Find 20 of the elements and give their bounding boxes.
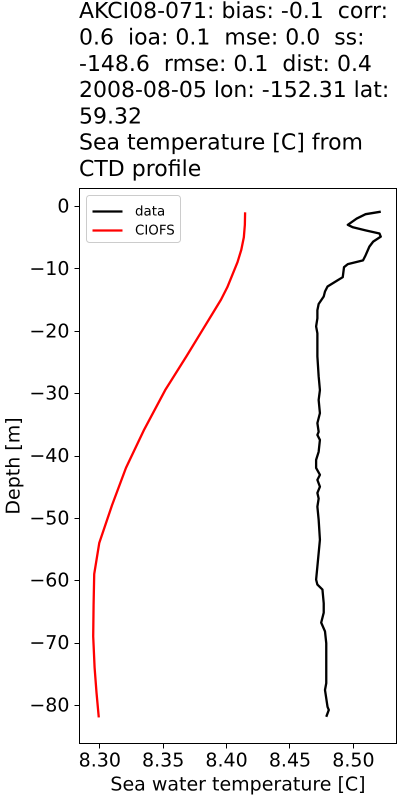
- y-tick-label: −40: [29, 445, 70, 468]
- x-tick-label: 8.45: [268, 750, 312, 772]
- y-tick-label: −70: [29, 632, 70, 654]
- y-tick-label: −50: [29, 507, 70, 530]
- x-tick-label: 8.40: [205, 750, 248, 772]
- y-axis-title: Depth [m]: [2, 417, 24, 515]
- y-tick-label: −10: [29, 258, 70, 280]
- chart-title: AKCI08-071: bias: -0.1 corr: 0.6 ioa: 0.1 mse: 0.0 ss: -148.6 rmse: 0.1 dist: 0.4 2008-08-05 lon: -152.31 lat: 59.32 Sea temperature [C] from CTD profile: [79, 0, 390, 182]
- y-tick-label: −20: [29, 320, 70, 342]
- y-tick-label: −30: [29, 382, 70, 405]
- legend-label: CIOFS: [135, 224, 175, 238]
- x-tick-label: 8.50: [332, 750, 375, 772]
- x-tick-label: 8.30: [78, 750, 121, 772]
- x-tick-label: 8.35: [142, 750, 184, 772]
- y-tick-label: −60: [29, 570, 70, 592]
- legend-label: data: [135, 204, 166, 220]
- y-tick-label: 0: [57, 196, 70, 218]
- x-axis-title: Sea water temperature [C]: [110, 774, 366, 796]
- line-series: [314, 210, 382, 718]
- y-tick-label: −80: [29, 694, 70, 716]
